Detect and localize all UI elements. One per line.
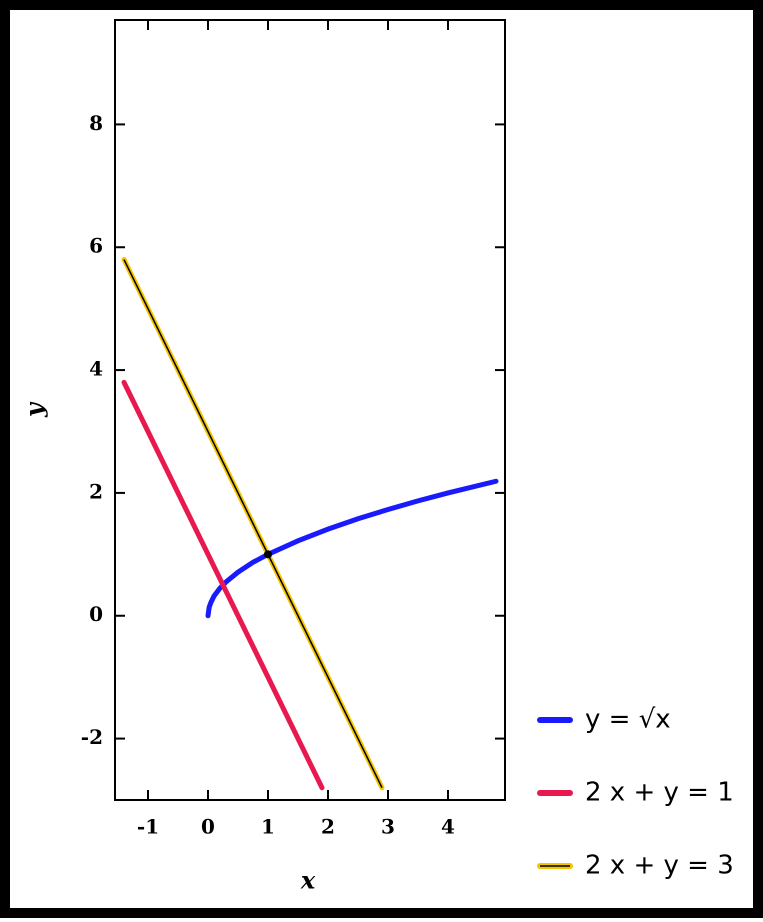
- plot-frame: [114, 19, 506, 801]
- x-axis-label: x: [300, 866, 316, 895]
- legend-label: 2 x + y = 3: [585, 851, 734, 881]
- legend-label: 2 x + y = 1: [585, 778, 734, 808]
- x-tick-label: 2: [321, 815, 335, 839]
- y-tick-label: 6: [89, 234, 103, 258]
- line: [121, 379, 325, 791]
- legend-label: y = √x: [585, 705, 671, 735]
- line-core: [123, 259, 383, 789]
- line: [205, 478, 499, 619]
- y-tick-label: -2: [81, 725, 103, 749]
- x-tick-label: 4: [441, 815, 455, 839]
- point: [264, 550, 272, 559]
- y-tick-label: 2: [89, 479, 103, 503]
- x-tick-label: -1: [137, 815, 159, 839]
- y-tick-label: 4: [89, 357, 103, 381]
- x-tick-label: 0: [201, 815, 215, 839]
- y-axis-label: y: [20, 401, 49, 418]
- y-tick-label: 8: [89, 111, 103, 135]
- x-tick-label: 3: [381, 815, 395, 839]
- x-tick-label: 1: [261, 815, 275, 839]
- y-tick-label: 0: [89, 602, 103, 626]
